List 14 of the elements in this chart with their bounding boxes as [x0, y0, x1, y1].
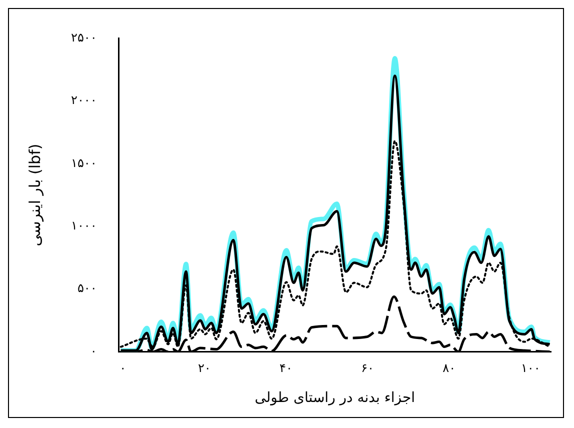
- x-tick-label: ۶۰: [361, 361, 374, 376]
- y-tick-label: ۲۵۰۰: [71, 30, 97, 44]
- x-tick-label: ۸۰: [442, 361, 456, 376]
- y-tick-label: ۱۵۰۰: [71, 156, 97, 170]
- x-axis-title: اجزاء بدنه در راستای طولی: [254, 390, 416, 406]
- y-axis-title: بار اینرسی (lbf): [26, 144, 44, 246]
- x-tick-label: ۴۰: [280, 361, 292, 376]
- x-tick-label: ۲۰: [198, 361, 211, 376]
- y-tick-label: ۲۰۰۰: [71, 93, 97, 108]
- y-tick-label: ۱۰۰۰: [71, 218, 97, 232]
- x-tick-label: ۱۰۰: [520, 361, 540, 376]
- y-tick-label: ۰: [90, 344, 97, 358]
- x-tick-label: ۰: [120, 361, 126, 376]
- y-tick-label: ۵۰۰: [77, 281, 97, 296]
